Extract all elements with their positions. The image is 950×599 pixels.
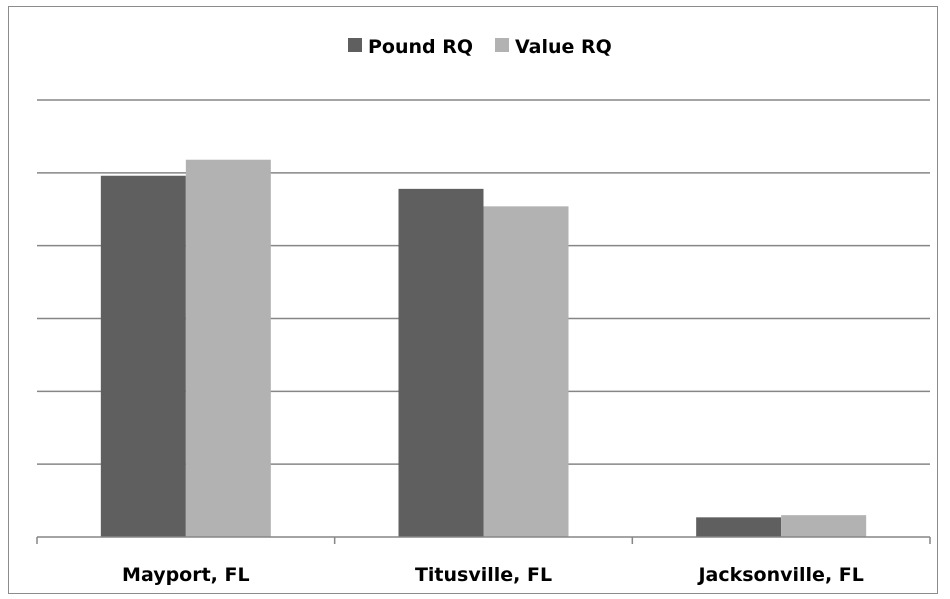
bar-pound-rq-2 (696, 517, 782, 537)
bar-value-rq-1 (483, 206, 569, 537)
bar-value-rq-0 (185, 159, 271, 537)
bars (100, 159, 867, 537)
x-axis (36, 536, 931, 544)
bar-pound-rq-0 (100, 175, 186, 537)
legend-swatch-value-rq (495, 38, 509, 52)
bar-value-rq-2 (781, 515, 867, 537)
legend-label-value-rq: Value RQ (515, 36, 612, 58)
legend: Pound RQ Value RQ (348, 36, 612, 58)
legend-swatch-pound-rq (348, 38, 362, 52)
category-labels: Mayport, FL Titusville, FL Jacksonville, F… (122, 564, 864, 586)
category-label-0: Mayport, FL (122, 564, 250, 586)
bar-pound-rq-1 (398, 188, 484, 537)
legend-label-pound-rq: Pound RQ (368, 36, 473, 58)
category-label-2: Jacksonville, FL (696, 564, 863, 586)
category-label-1: Titusville, FL (415, 564, 552, 586)
